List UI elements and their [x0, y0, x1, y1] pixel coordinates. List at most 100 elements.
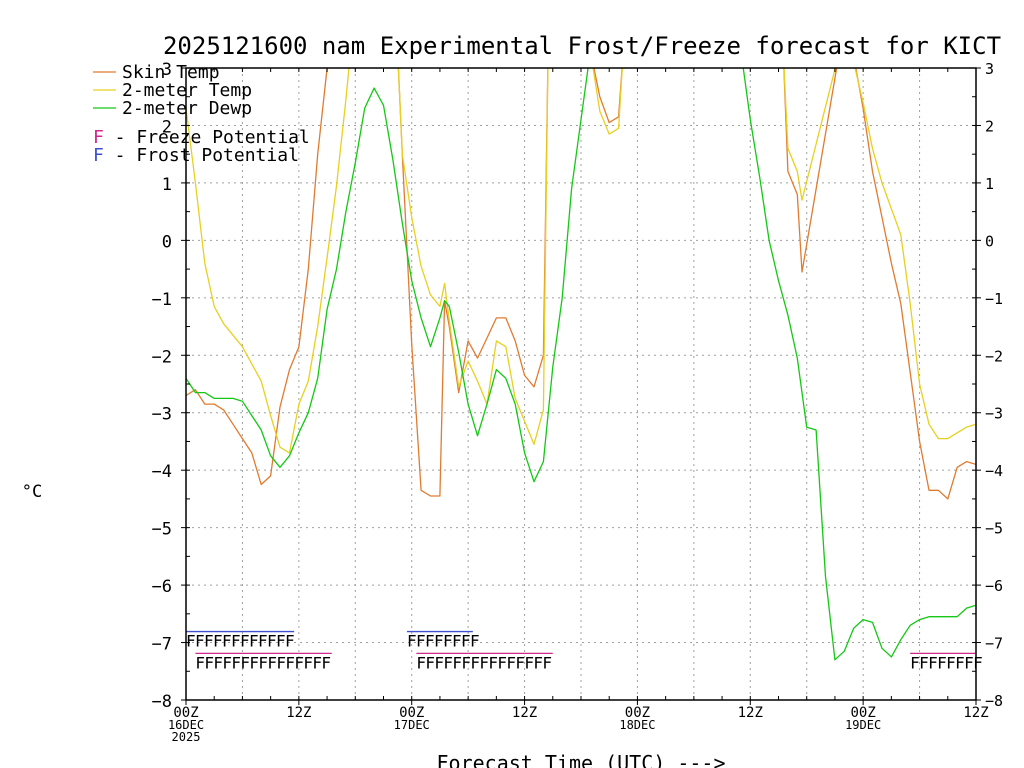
y-tick-label: 3	[162, 60, 172, 80]
y-tick-label: −8	[152, 692, 172, 712]
x-tick-label: 17DEC	[394, 718, 430, 732]
series-line-skin	[186, 68, 976, 500]
flag-mark-frost: F	[249, 632, 259, 651]
flag-mark-frost: F	[240, 632, 250, 651]
series-line-dewp	[186, 68, 976, 661]
flag-mark-freeze: F	[249, 653, 259, 672]
flag-mark-frost: F	[461, 632, 471, 651]
y-tick-label-right: 3	[985, 60, 994, 78]
flag-mark-freeze: F	[910, 653, 920, 672]
flag-mark-freeze: F	[294, 653, 304, 672]
flag-mark-freeze: F	[195, 653, 205, 672]
y-axis-label: °C	[22, 482, 42, 502]
y-tick-label: 2	[162, 117, 172, 137]
y-tick-label-right: −2	[985, 347, 1003, 365]
x-axis-label: Forecast Time (UTC) --->	[437, 751, 726, 768]
flag-mark-freeze: F	[964, 653, 974, 672]
legend-flag-freeze: F - Freeze Potential	[93, 127, 310, 148]
flag-mark-freeze: F	[204, 653, 214, 672]
legend-flag-letter: F	[93, 145, 104, 166]
x-tick-label: 00Z	[850, 705, 875, 721]
legend-flag-text: - Frost Potential	[104, 145, 299, 166]
flag-mark-frost: F	[285, 632, 295, 651]
x-tick-label: 00Z	[625, 705, 650, 721]
flag-mark-frost: F	[416, 632, 426, 651]
y-tick-label: 0	[162, 232, 172, 252]
legend-flag-frost: F - Frost Potential	[93, 145, 299, 166]
flag-mark-freeze: F	[213, 653, 223, 672]
flag-mark-frost: F	[452, 632, 462, 651]
grid-layer	[186, 68, 976, 700]
x-tick-label: 00Z	[173, 705, 198, 721]
plot-frame	[185, 67, 977, 701]
x-tick-label: 2025	[172, 730, 201, 744]
flag-mark-freeze: F	[937, 653, 947, 672]
y-tick-label-right: −1	[985, 290, 1003, 308]
flag-mark-frost: F	[267, 632, 277, 651]
flag-mark-freeze: F	[434, 653, 444, 672]
flag-mark-freeze: F	[515, 653, 525, 672]
flag-mark-freeze: F	[955, 653, 965, 672]
flag-mark-freeze: F	[267, 653, 277, 672]
flag-mark-freeze: F	[240, 653, 250, 672]
series-layer	[186, 68, 976, 661]
flag-mark-freeze: F	[443, 653, 453, 672]
y-axis-left: −8 −7 −6 −5 −4 −3 −2 −1 0 1 2 3	[152, 60, 190, 712]
chart-title: 2025121600 nam Experimental Frost/Freeze…	[163, 32, 1001, 60]
flag-mark-frost: F	[204, 632, 214, 651]
x-tick-label: 16DEC	[168, 718, 204, 732]
y-tick-label-right: −8	[985, 692, 1003, 710]
flag-mark-frost: F	[195, 632, 205, 651]
series-line-temp	[186, 68, 976, 454]
flag-mark-freeze: F	[276, 653, 286, 672]
flag-mark-frost: F	[443, 632, 453, 651]
y-tick-label-right: 2	[985, 117, 994, 135]
y-tick-label: 1	[162, 175, 172, 195]
flag-mark-frost: F	[470, 632, 480, 651]
flag-mark-freeze: F	[222, 653, 232, 672]
y-tick-label: −2	[152, 347, 172, 367]
y-tick-label-right: 1	[985, 175, 994, 193]
x-tick-label: 12Z	[738, 705, 763, 721]
flag-mark-frost: F	[213, 632, 223, 651]
flag-mark-frost: F	[434, 632, 444, 651]
y-tick-label: −1	[152, 290, 172, 310]
y-tick-label-right: −6	[985, 577, 1003, 595]
legend-flag-letter: F	[93, 127, 104, 148]
flag-mark-frost: F	[407, 632, 417, 651]
y-tick-label: −6	[152, 577, 172, 597]
y-tick-label-right: −7	[985, 635, 1003, 653]
flag-mark-frost: F	[231, 632, 241, 651]
y-tick-label-right: −3	[985, 405, 1003, 423]
y-tick-label-right: −4	[985, 462, 1003, 480]
flag-mark-freeze: F	[303, 653, 313, 672]
flag-mark-freeze: F	[452, 653, 462, 672]
flag-mark-freeze: F	[425, 653, 435, 672]
flag-mark-freeze: F	[488, 653, 498, 672]
y-tick-label-right: −5	[985, 520, 1003, 538]
flag-mark-freeze: F	[928, 653, 938, 672]
y-tick-label-right: 0	[985, 232, 994, 250]
x-tick-label: 12Z	[512, 705, 537, 721]
y-axis-right: −8 −7 −6 −5 −4 −3 −2 −1 0 1 2 3	[972, 60, 1003, 710]
flag-mark-frost: F	[276, 632, 286, 651]
flag-mark-freeze: F	[497, 653, 507, 672]
x-tick-label: 18DEC	[619, 718, 655, 732]
legend-label-dewp: 2-meter Dewp	[122, 98, 252, 119]
x-tick-label: 19DEC	[845, 718, 881, 732]
flag-mark-freeze: F	[524, 653, 534, 672]
y-tick-label: −5	[152, 520, 172, 540]
flag-mark-freeze: F	[479, 653, 489, 672]
x-tick-label: 00Z	[399, 705, 424, 721]
y-tick-label: −4	[152, 462, 172, 482]
flag-mark-frost: F	[425, 632, 435, 651]
x-tick-label: 12Z	[963, 705, 988, 721]
flag-layer: F F F F F F F F F F F F F F F F F F F FF F F F F F F F F F F F F F F F F F F F…	[186, 630, 983, 672]
